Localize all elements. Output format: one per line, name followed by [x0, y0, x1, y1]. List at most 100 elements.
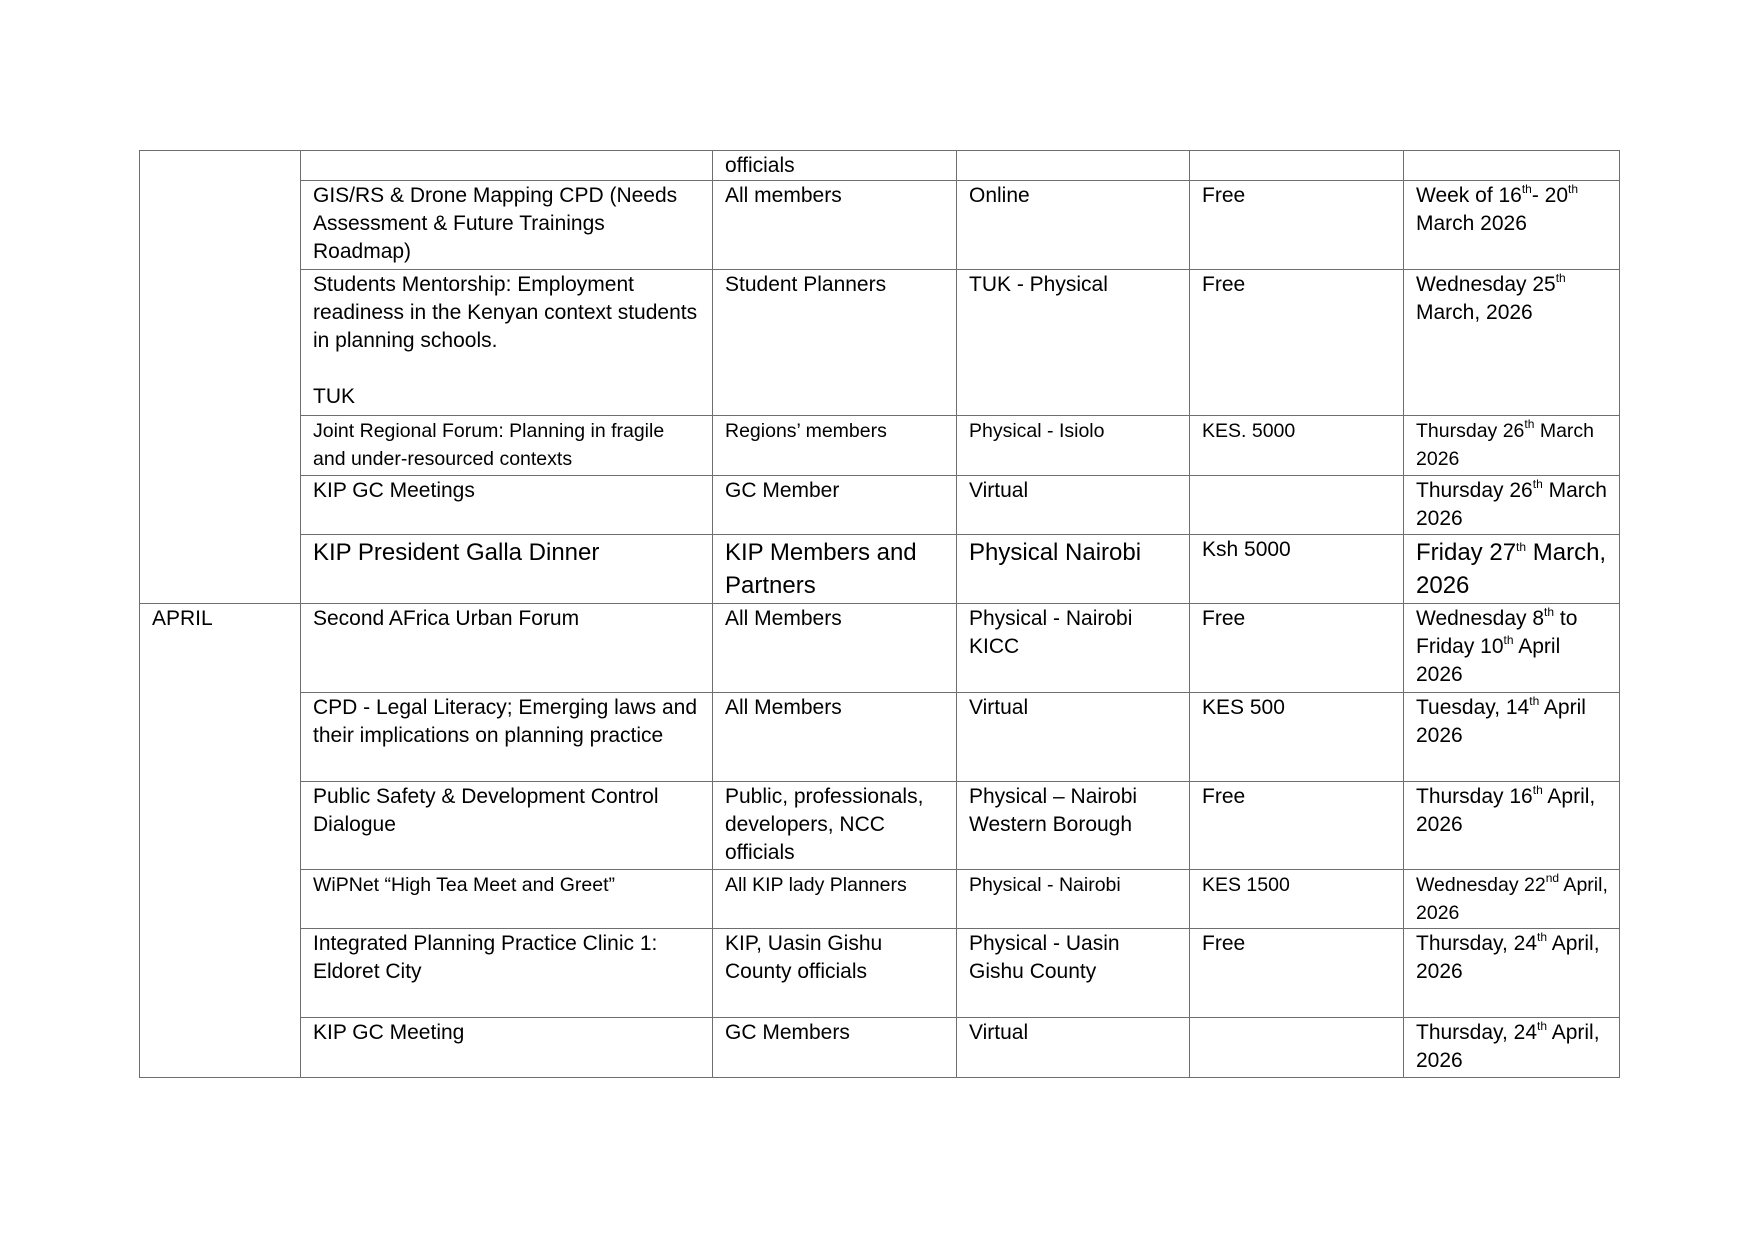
venue-cell: Virtual: [956, 692, 1190, 782]
date-text: Thursday 26: [1416, 420, 1525, 442]
date-text: Wednesday 25: [1416, 273, 1556, 296]
audience-cell: officials: [712, 150, 957, 181]
ordinal-suffix: th: [1532, 783, 1543, 797]
venue-cell: Virtual: [956, 475, 1190, 535]
event-cell: KIP GC Meeting: [300, 1017, 713, 1078]
date-cell: Week of 16th- 20th March 2026: [1403, 180, 1620, 270]
date-cell: Friday 27th March, 2026: [1403, 534, 1620, 604]
date-cell: Wednesday 8th to Friday 10th April 2026: [1403, 603, 1620, 693]
date-text: Thursday 26: [1416, 479, 1533, 502]
date-text: April, 2026: [1416, 932, 1600, 983]
fee-cell: KES. 5000: [1189, 415, 1404, 476]
date-text: to Friday 10: [1416, 607, 1578, 658]
venue-cell: Physical - Nairobi KICC: [956, 603, 1190, 693]
event-text: Students Mentorship: Employment readines…: [313, 273, 698, 352]
date-text: - 20: [1531, 184, 1569, 207]
event-text: Joint Regional Forum: Planning in fragil…: [313, 420, 665, 470]
date-text: Friday 27: [1416, 539, 1517, 566]
event-cell: GIS/RS & Drone Mapping CPD (Needs Assess…: [300, 180, 713, 270]
ordinal-suffix: th: [1568, 182, 1579, 196]
event-cell: Second AFrica Urban Forum: [300, 603, 713, 693]
date-text: April 2026: [1416, 696, 1586, 747]
events-calendar-table: officials GIS/RS & Drone Mapping CPD (Nee…: [139, 150, 1620, 1078]
event-text: TUK: [313, 385, 355, 408]
ordinal-suffix: th: [1537, 930, 1548, 944]
date-text: April, 2026: [1416, 1021, 1600, 1072]
ordinal-suffix: th: [1529, 694, 1540, 708]
date-cell: Wednesday 22nd April, 2026: [1403, 869, 1620, 929]
audience-cell: All KIP lady Planners: [712, 869, 957, 929]
date-cell: Wednesday 25th March, 2026: [1403, 269, 1620, 416]
ordinal-suffix: th: [1544, 605, 1555, 619]
fee-cell: Free: [1189, 781, 1404, 870]
date-cell: Thursday 26th March 2026: [1403, 475, 1620, 535]
date-text: March 2026: [1416, 479, 1607, 530]
fee-cell: Free: [1189, 180, 1404, 270]
date-text: Thursday, 24: [1416, 1021, 1538, 1044]
ordinal-suffix: th: [1555, 271, 1566, 285]
ordinal-suffix: th: [1537, 1019, 1548, 1033]
venue-cell: Physical - Nairobi: [956, 869, 1190, 929]
table-row: Students Mentorship: Employment readines…: [140, 269, 1620, 416]
event-text: Second AFrica Urban Forum: [313, 607, 580, 630]
month-cell: APRIL: [139, 603, 301, 1078]
date-cell: Thursday, 24th April, 2026: [1403, 1017, 1620, 1078]
table-row: KIP President Galla Dinner KIP Members an…: [140, 534, 1620, 604]
event-cell: CPD - Legal Literacy; Emerging laws and …: [300, 692, 713, 782]
fee-cell: KES 500: [1189, 692, 1404, 782]
date-text: Wednesday 8: [1416, 607, 1545, 630]
date-text: March, 2026: [1416, 301, 1533, 324]
ordinal-suffix: th: [1503, 633, 1514, 647]
fee-cell: Free: [1189, 928, 1404, 1018]
month-cell: [139, 150, 301, 604]
audience-cell: Public, professionals, developers, NCC o…: [712, 781, 957, 870]
event-text: Integrated Planning Practice Clinic 1: E…: [313, 932, 658, 983]
event-cell: Integrated Planning Practice Clinic 1: E…: [300, 928, 713, 1018]
event-cell: KIP President Galla Dinner: [300, 534, 713, 604]
event-cell: Public Safety & Development Control Dial…: [300, 781, 713, 870]
date-text: Tuesday, 14: [1416, 696, 1530, 719]
date-text: Thursday 16: [1416, 785, 1533, 808]
event-text: KIP GC Meeting: [313, 1021, 465, 1044]
date-text: April 2026: [1416, 635, 1561, 686]
ordinal-suffix: th: [1516, 540, 1527, 554]
table-row: Integrated Planning Practice Clinic 1: E…: [140, 928, 1620, 1018]
fee-cell: Free: [1189, 603, 1404, 693]
event-cell: WiPNet “High Tea Meet and Greet”: [300, 869, 713, 929]
date-cell: Thursday 26th March 2026: [1403, 415, 1620, 476]
table-row: KIP GC Meetings GC Member Virtual Thursday …: [140, 475, 1620, 535]
venue-cell: [956, 150, 1190, 181]
date-text: March 2026: [1416, 420, 1595, 470]
venue-cell: Online: [956, 180, 1190, 270]
date-cell: Thursday 16th April, 2026: [1403, 781, 1620, 870]
table-row: WiPNet “High Tea Meet and Greet” All KIP …: [140, 869, 1620, 929]
audience-cell: All members: [712, 180, 957, 270]
date-cell: Tuesday, 14th April 2026: [1403, 692, 1620, 782]
date-text: Week of 16: [1416, 184, 1522, 207]
venue-cell: Physical - Uasin Gishu County: [956, 928, 1190, 1018]
audience-cell: All Members: [712, 692, 957, 782]
date-text: March 2026: [1416, 212, 1527, 235]
event-cell: KIP GC Meetings: [300, 475, 713, 535]
table-row: CPD - Legal Literacy; Emerging laws and …: [140, 692, 1620, 782]
event-text: KIP President Galla Dinner: [313, 539, 600, 566]
venue-cell: Physical – Nairobi Western Borough: [956, 781, 1190, 870]
audience-cell: KIP Members and Partners: [712, 534, 957, 604]
audience-cell: Regions’ members: [712, 415, 957, 476]
event-text: [313, 355, 702, 383]
fee-cell: [1189, 150, 1404, 181]
date-text: Wednesday 22: [1416, 874, 1546, 896]
date-text: March, 2026: [1416, 539, 1607, 599]
table-row: GIS/RS & Drone Mapping CPD (Needs Assess…: [140, 180, 1620, 270]
venue-cell: Physical - Isiolo: [956, 415, 1190, 476]
event-text: WiPNet “High Tea Meet and Greet”: [313, 874, 616, 896]
audience-cell: All Members: [712, 603, 957, 693]
event-text: Public Safety & Development Control Dial…: [313, 785, 659, 836]
event-text: GIS/RS & Drone Mapping CPD (Needs Assess…: [313, 184, 678, 263]
table-row: Public Safety & Development Control Dial…: [140, 781, 1620, 870]
ordinal-suffix: th: [1532, 477, 1543, 491]
venue-cell: TUK - Physical: [956, 269, 1190, 416]
date-text: April, 2026: [1416, 785, 1596, 836]
fee-cell: Free: [1189, 269, 1404, 416]
audience-cell: GC Members: [712, 1017, 957, 1078]
